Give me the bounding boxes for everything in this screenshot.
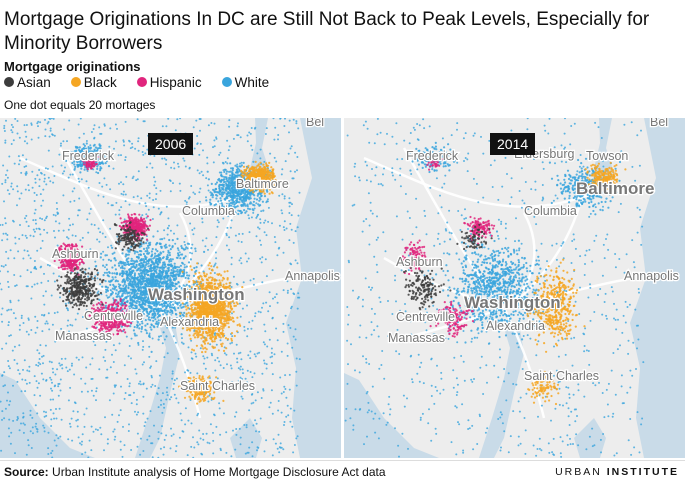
map-panel-2006[interactable]: Frederick Baltimore Columbia Ashburn Ann… xyxy=(0,118,341,458)
city-label-ashburn: Ashburn xyxy=(52,247,99,261)
city-label-columbia: Columbia xyxy=(524,204,577,218)
city-label-ashburn: Ashburn xyxy=(396,255,443,269)
city-label-washington: Washington xyxy=(148,285,245,304)
city-label-baltimore: Baltimore xyxy=(236,177,289,191)
source-note: Source: Urban Institute analysis of Home… xyxy=(4,465,386,479)
city-label-centreville: Centreville xyxy=(396,310,455,324)
map-panel-2014[interactable]: Frederick Eldersburg Towson Baltimore Co… xyxy=(344,118,685,458)
map-2014-canvas: Frederick Eldersburg Towson Baltimore Co… xyxy=(344,118,685,458)
city-label-baltimore: Baltimore xyxy=(576,179,654,198)
city-label-bel: Bel xyxy=(306,118,324,129)
legend-item-asian: Asian xyxy=(4,75,51,90)
chart-title: Mortgage Originations In DC are Still No… xyxy=(4,9,650,54)
legend-item-black: Black xyxy=(70,74,117,90)
city-label-frederick: Frederick xyxy=(406,149,459,163)
city-label-annapolis: Annapolis xyxy=(285,269,340,283)
city-labels: Frederick Eldersburg Towson Baltimore Co… xyxy=(387,118,680,384)
brand-urban: URBAN xyxy=(555,466,602,478)
city-label-saint-charles: Saint Charles xyxy=(180,379,255,393)
city-label-washington: Washington xyxy=(464,293,561,312)
legend-item-hispanic: Hispanic xyxy=(136,74,202,90)
black-swatch-icon xyxy=(70,77,81,87)
hispanic-swatch-icon xyxy=(136,77,147,87)
city-label-alexandria: Alexandria xyxy=(486,319,545,333)
city-label-bel: Bel xyxy=(650,118,668,129)
map-2006-canvas: Frederick Baltimore Columbia Ashburn Ann… xyxy=(0,118,341,458)
city-label-saint-charles: Saint Charles xyxy=(524,369,599,383)
city-label-annapolis: Annapolis xyxy=(624,269,679,283)
city-label-manassas: Manassas xyxy=(388,331,445,345)
source-text: Urban Institute analysis of Home Mortgag… xyxy=(52,465,386,479)
footer-divider xyxy=(0,460,685,461)
year-badge: 2006 xyxy=(148,133,194,155)
source-label: Source: xyxy=(4,465,49,479)
asian-swatch-icon xyxy=(4,77,14,87)
white-swatch-icon xyxy=(221,77,232,87)
dot-layer xyxy=(344,118,645,458)
city-label-columbia: Columbia xyxy=(182,204,235,218)
city-labels: Frederick Baltimore Columbia Ashburn Ann… xyxy=(51,118,341,394)
legend-label-asian: Asian xyxy=(17,74,51,90)
dot-scale-note: One dot equals 20 mortages xyxy=(4,98,156,112)
dot-layer xyxy=(0,118,301,458)
year-badge: 2014 xyxy=(490,133,536,155)
legend-item-white: White xyxy=(221,74,270,90)
legend-title: Mortgage originations xyxy=(4,59,141,74)
urban-institute-logo: URBAN INSTITUTE xyxy=(555,466,679,478)
city-label-centreville: Centreville xyxy=(84,309,143,323)
brand-institute: INSTITUTE xyxy=(606,466,679,478)
city-label-towson: Towson xyxy=(586,149,628,163)
legend: Asian Black Hispanic White xyxy=(4,74,289,90)
legend-label-hispanic: Hispanic xyxy=(149,74,202,90)
city-label-frederick: Frederick xyxy=(62,149,115,163)
city-label-manassas: Manassas xyxy=(55,329,112,343)
legend-label-black: Black xyxy=(83,74,117,90)
legend-label-white: White xyxy=(234,74,270,90)
city-label-alexandria: Alexandria xyxy=(160,315,219,329)
